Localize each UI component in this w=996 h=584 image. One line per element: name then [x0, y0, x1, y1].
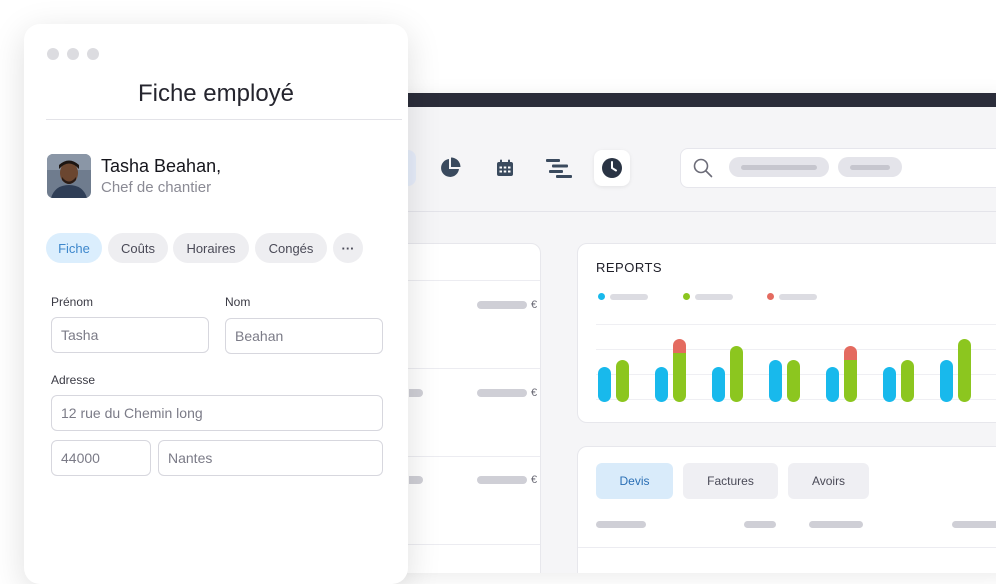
chart-bar	[598, 367, 611, 402]
legend-dot	[767, 293, 774, 300]
gantt-icon[interactable]	[541, 150, 577, 186]
reports-bar-chart	[578, 244, 996, 422]
background-app-window: € € € REPORTS Devis Factures Avoirs	[360, 93, 996, 573]
clock-icon[interactable]	[594, 150, 630, 186]
street-field[interactable]	[51, 395, 383, 431]
currency-label: €	[531, 474, 538, 486]
card-title: Fiche employé	[137, 80, 295, 107]
chart-bar	[958, 339, 971, 402]
chart-bar	[844, 346, 857, 360]
reports-title: REPORTS	[596, 260, 663, 275]
chart-bar	[883, 367, 896, 402]
currency-label: €	[531, 387, 538, 399]
address-label: Adresse	[51, 373, 96, 387]
window-titlebar	[360, 93, 996, 107]
pie-chart-icon[interactable]	[432, 150, 468, 186]
tab-horaires[interactable]: Horaires	[173, 233, 249, 263]
legend-label	[695, 294, 733, 300]
window-dot	[47, 48, 59, 60]
avatar	[47, 154, 91, 198]
more-options-button[interactable]: ···	[333, 233, 363, 263]
documents-panel: Devis Factures Avoirs	[577, 446, 996, 573]
search-icon	[693, 158, 713, 183]
last-name-label: Nom	[225, 295, 251, 309]
chart-bar	[940, 360, 953, 402]
reports-panel: REPORTS	[577, 243, 996, 423]
chart-bar	[712, 367, 725, 402]
legend-dot	[683, 293, 690, 300]
legend-label	[779, 294, 817, 300]
window-dot	[87, 48, 99, 60]
chart-bar	[673, 353, 686, 402]
last-name-field[interactable]	[225, 318, 383, 354]
window-dot	[67, 48, 79, 60]
currency-label: €	[531, 299, 538, 311]
app-toolbar	[360, 107, 996, 212]
legend-label	[610, 294, 648, 300]
employee-role: Chef de chantier	[101, 179, 212, 196]
first-name-field[interactable]	[51, 317, 209, 353]
chart-bar	[787, 360, 800, 402]
search-filter-pill[interactable]	[729, 157, 829, 177]
chart-bar	[730, 346, 743, 402]
calendar-icon[interactable]	[487, 150, 523, 186]
employee-card: Fiche employé Tasha Beahan, Chef de chan…	[24, 24, 408, 584]
tab-avoirs[interactable]: Avoirs	[788, 463, 869, 499]
divider	[46, 119, 402, 120]
tab-couts[interactable]: Coûts	[108, 233, 168, 263]
chart-bar	[673, 339, 686, 353]
chart-bar	[655, 367, 668, 402]
city-field[interactable]	[158, 440, 383, 476]
first-name-label: Prénom	[51, 295, 94, 309]
tab-conges[interactable]: Congés	[255, 233, 327, 263]
chart-bar	[901, 360, 914, 402]
chart-bar	[826, 367, 839, 402]
chart-bar	[616, 360, 629, 402]
chart-bar	[769, 360, 782, 402]
search-filter-pill[interactable]	[838, 157, 902, 177]
search-bar[interactable]	[680, 148, 996, 188]
employee-name: Tasha Beahan,	[101, 156, 222, 176]
chart-bar	[844, 360, 857, 402]
tab-devis[interactable]: Devis	[596, 463, 673, 499]
legend-dot	[598, 293, 605, 300]
tab-fiche[interactable]: Fiche	[46, 233, 102, 263]
postcode-field[interactable]	[51, 440, 151, 476]
tab-factures[interactable]: Factures	[683, 463, 778, 499]
